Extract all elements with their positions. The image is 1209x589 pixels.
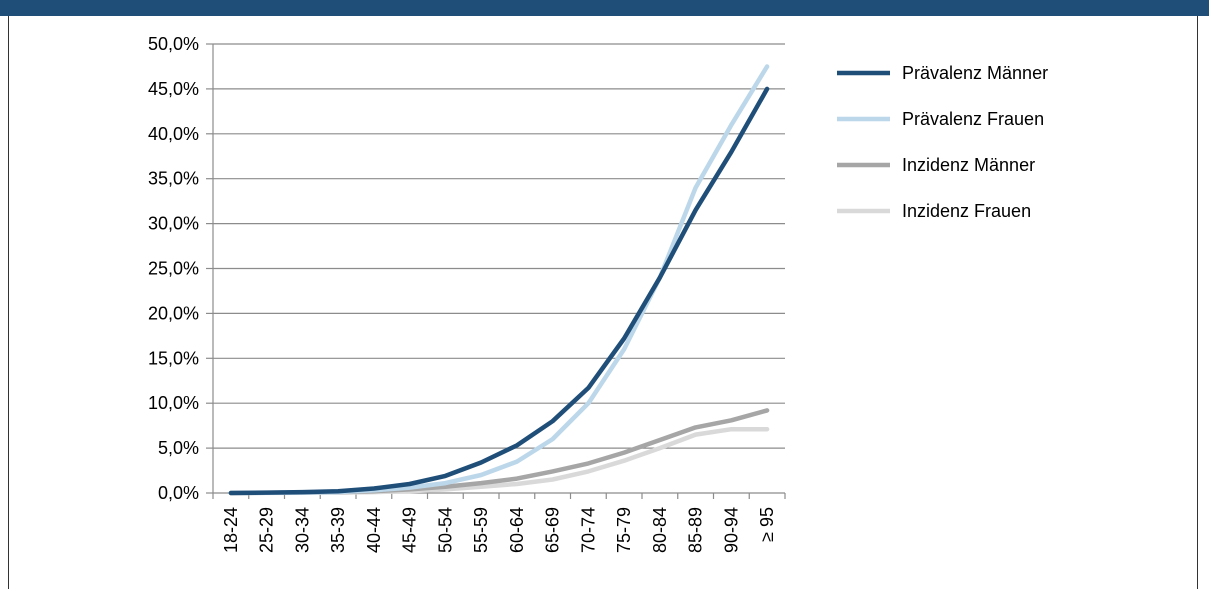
y-tick-label: 10,0%	[148, 393, 199, 413]
y-tick-label: 45,0%	[148, 79, 199, 99]
y-tick-labels: 0,0% 5,0% 10,0% 15,0% 20,0% 25,0% 30,0% 35,0% 40…	[148, 34, 199, 503]
x-tick-label: 25-29	[257, 507, 277, 553]
x-tick-label: 50-54	[435, 507, 455, 553]
legend-label: Prävalenz Männer	[902, 63, 1048, 83]
y-tick-label: 15,0%	[148, 348, 199, 368]
axes	[206, 43, 786, 499]
x-tick-label: 30-34	[292, 507, 312, 553]
x-tick-label: 18-24	[221, 507, 241, 553]
legend: Prävalenz Männer Prävalenz Frauen Inzidenz…	[837, 63, 1048, 221]
x-tick-label: 40-44	[364, 507, 384, 553]
series-lines	[228, 64, 770, 496]
x-tick-labels: 18-24 25-29 30-34 35-39 40-44 45-49 50-54 55-59…	[221, 507, 777, 553]
grid-lines	[213, 43, 785, 449]
y-tick-label: 25,0%	[148, 259, 199, 279]
x-tick-label: 45-49	[400, 507, 420, 553]
y-tick-label: 30,0%	[148, 214, 199, 234]
legend-label: Inzidenz Männer	[902, 155, 1035, 175]
frame-right-border	[1197, 16, 1198, 589]
x-tick-label: 55-59	[471, 507, 491, 553]
frame-left-border	[8, 16, 9, 589]
series-line-0	[228, 86, 770, 496]
y-tick-label: 40,0%	[148, 124, 199, 144]
y-tick-label: 5,0%	[158, 438, 199, 458]
x-tick-label: 60-64	[507, 507, 527, 553]
series-line-3	[228, 426, 770, 496]
y-tick-label: 0,0%	[158, 483, 199, 503]
x-tick-label: 75-79	[614, 507, 634, 553]
x-tick-label: 70-74	[578, 507, 598, 553]
x-tick-label: 35-39	[328, 507, 348, 553]
x-tick-label: ≥ 95	[757, 507, 777, 542]
x-tick-label: 85-89	[686, 507, 706, 553]
x-tick-label: 90-94	[721, 507, 741, 553]
y-tick-label: 50,0%	[148, 34, 199, 54]
y-tick-label: 35,0%	[148, 169, 199, 189]
legend-label: Prävalenz Frauen	[902, 109, 1044, 129]
x-tick-label: 80-84	[650, 507, 670, 553]
x-tick-label: 65-69	[543, 507, 563, 553]
legend-label: Inzidenz Frauen	[902, 201, 1031, 221]
header-bar	[0, 0, 1209, 16]
y-tick-label: 20,0%	[148, 303, 199, 323]
